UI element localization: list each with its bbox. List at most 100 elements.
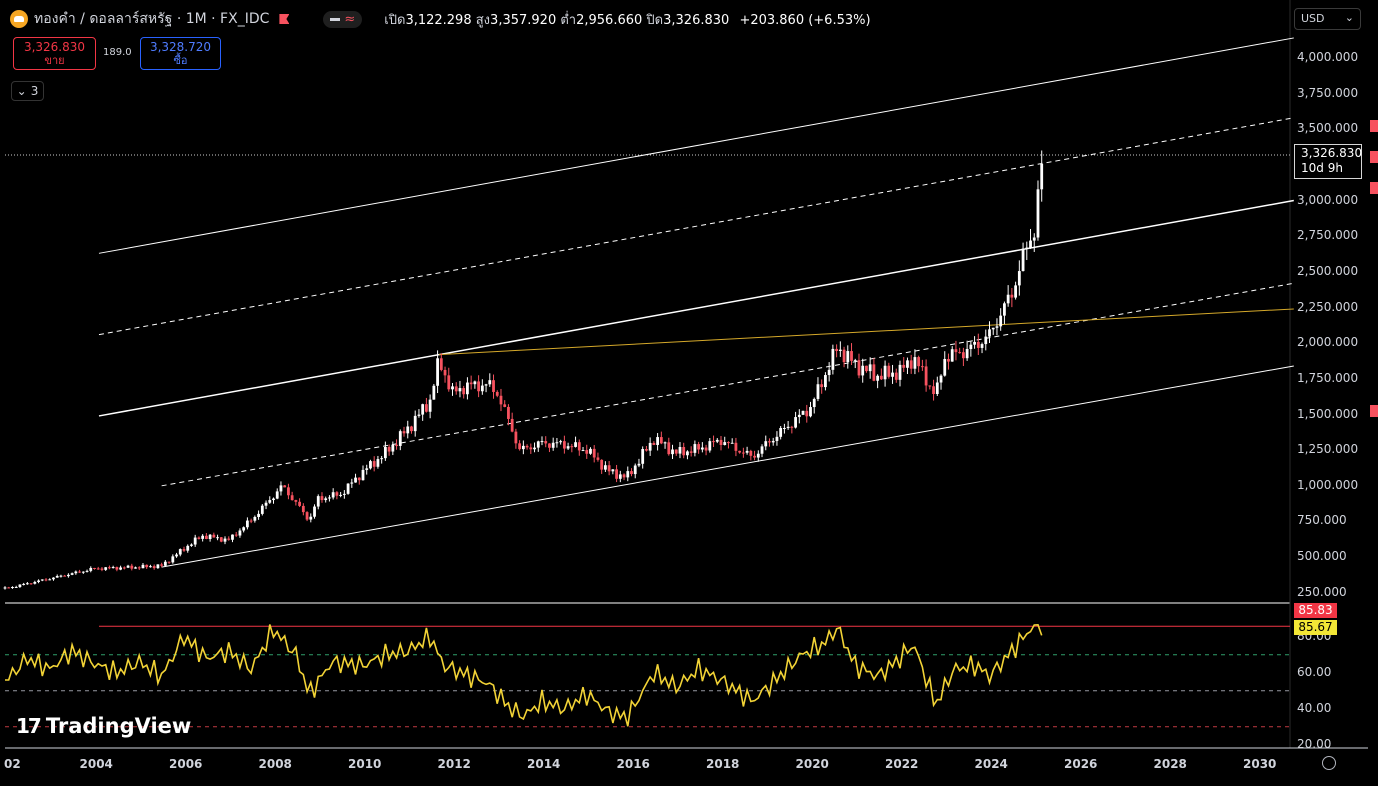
candle-body	[876, 376, 879, 381]
channel-middle-line	[99, 201, 1294, 416]
alert-marker[interactable]	[1370, 405, 1378, 417]
candle-body	[1033, 238, 1036, 241]
candle-body	[865, 366, 868, 371]
candle-body	[962, 352, 965, 358]
candle-body	[541, 441, 544, 442]
candle-body	[843, 350, 846, 362]
candle-body	[127, 566, 130, 568]
low-value: 2,956.660	[576, 13, 642, 28]
alert-marker[interactable]	[1370, 120, 1378, 132]
candle-body	[48, 579, 51, 580]
rsi-value-tag: 85.67	[1294, 620, 1337, 635]
candle-body	[216, 537, 219, 538]
candle-body	[887, 366, 890, 377]
candle-body	[831, 349, 834, 370]
candle-body	[496, 392, 499, 396]
candle-body	[302, 506, 305, 512]
candle-body	[380, 458, 383, 459]
alert-marker[interactable]	[1370, 182, 1378, 194]
price-tick-label: 2,000.000	[1297, 335, 1358, 349]
candle-body	[45, 579, 48, 580]
candle-body	[15, 587, 18, 588]
candle-body	[992, 328, 995, 330]
tradingview-logo: 17 TradingView	[16, 714, 191, 738]
sell-button[interactable]: 3,326.830 ขาย	[13, 37, 96, 70]
candle-body	[731, 443, 734, 444]
candle-body	[820, 384, 823, 387]
price-tick-label: 1,750.000	[1297, 371, 1358, 385]
candle-body	[481, 386, 484, 392]
candle-body	[485, 384, 488, 385]
candle-body	[272, 499, 275, 500]
candle-body	[149, 566, 152, 567]
candle-body	[410, 426, 413, 431]
buy-button[interactable]: 3,328.720 ซื้อ	[140, 37, 221, 70]
open-label: เปิด	[384, 13, 405, 28]
candle-body	[996, 326, 999, 327]
high-value: 3,357.920	[490, 13, 556, 28]
candle-body	[846, 351, 849, 362]
high-label: สูง	[476, 13, 490, 28]
candle-body	[649, 443, 652, 451]
candle-body	[981, 344, 984, 348]
candle-body	[246, 521, 249, 528]
alert-marker[interactable]	[1370, 151, 1378, 163]
candle-body	[753, 456, 756, 458]
candle-body	[548, 443, 551, 447]
symbol-title[interactable]: ทองคำ / ดอลลาร์สหรัฐ · 1M · FX_IDC	[34, 8, 269, 30]
price-tick-label: 500.000	[1297, 549, 1347, 563]
chart-type-toggle[interactable]: ≈	[323, 11, 362, 28]
indicators-toggle[interactable]: ⌄ 3	[11, 81, 44, 101]
settings-icon[interactable]	[1322, 756, 1336, 770]
candle-body	[529, 447, 532, 449]
candle-body	[186, 546, 189, 551]
candle-body	[917, 357, 920, 366]
candle-body	[623, 474, 626, 477]
candle-body	[306, 512, 309, 519]
candle-body	[798, 415, 801, 417]
flag-icon[interactable]	[279, 14, 289, 24]
time-tick-label: 2020	[796, 757, 829, 771]
price-tick-label: 4,000.000	[1297, 50, 1358, 64]
candle-body	[671, 450, 674, 455]
candle-body	[660, 437, 663, 443]
time-tick-label: 02	[4, 757, 21, 771]
candle-body	[809, 407, 812, 416]
candle-body	[257, 514, 260, 517]
candle-body	[507, 407, 510, 419]
candle-body	[198, 538, 201, 539]
candle-body	[664, 442, 667, 443]
candle-body	[369, 461, 372, 468]
indicators-count: 3	[31, 84, 39, 98]
candle-body	[891, 373, 894, 377]
low-label: ต่ำ	[560, 13, 576, 28]
candle-body	[335, 492, 338, 496]
candle-body	[835, 349, 838, 351]
candle-body	[500, 396, 503, 405]
change-value: +203.860 (+6.53%)	[739, 13, 870, 28]
candle-body	[727, 442, 730, 443]
tradingview-logo-icon: 17	[16, 714, 40, 738]
candle-body	[742, 453, 745, 454]
candle-body	[899, 365, 902, 380]
chevron-down-icon: ⌄	[1345, 11, 1354, 24]
candle-body	[298, 502, 301, 506]
candle-body	[440, 358, 443, 370]
candle-body	[183, 549, 186, 551]
candle-body	[802, 411, 805, 415]
candle-body	[104, 567, 107, 570]
candle-body	[1029, 241, 1032, 248]
candle-body	[884, 366, 887, 380]
currency-select[interactable]: USD ⌄	[1294, 8, 1361, 30]
price-tick-label: 3,000.000	[1297, 193, 1358, 207]
candle-body	[268, 500, 271, 503]
time-tick-label: 2030	[1243, 757, 1276, 771]
candle-body	[693, 444, 696, 453]
candle-body	[194, 538, 197, 545]
candle-body	[63, 576, 66, 577]
candle-body	[977, 342, 980, 348]
candle-body	[749, 451, 752, 456]
price-tick-label: 3,500.000	[1297, 121, 1358, 135]
price-tick-label: 2,500.000	[1297, 264, 1358, 278]
